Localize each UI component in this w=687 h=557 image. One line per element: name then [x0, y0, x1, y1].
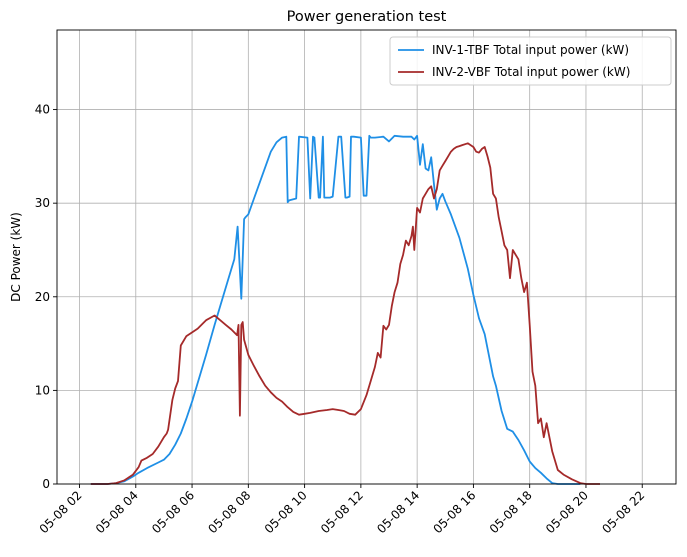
- y-axis-label: DC Power (kW): [9, 212, 23, 302]
- legend-entry-label: INV-1-TBF Total input power (kW): [432, 43, 629, 57]
- series-layer: [90, 134, 600, 485]
- legend-entry-label: INV-2-VBF Total input power (kW): [432, 65, 630, 79]
- y-axis-ticks: 0 10 20 30 40: [35, 103, 57, 491]
- y-tick-label: 10: [35, 383, 50, 397]
- series-line-1: [90, 134, 581, 485]
- legend: INV-1-TBF Total input power (kW) INV-2-VB…: [389, 36, 672, 86]
- y-tick-label: 20: [35, 290, 50, 304]
- gridlines: [57, 30, 676, 485]
- chart-title: Power generation test: [287, 9, 447, 25]
- plot-area-frame: [56, 29, 677, 485]
- series-line-2: [90, 142, 600, 485]
- y-tick-label: 30: [35, 196, 50, 210]
- y-tick-label: 40: [35, 103, 50, 117]
- legend-box: [389, 36, 672, 86]
- y-tick-label: 0: [42, 477, 50, 491]
